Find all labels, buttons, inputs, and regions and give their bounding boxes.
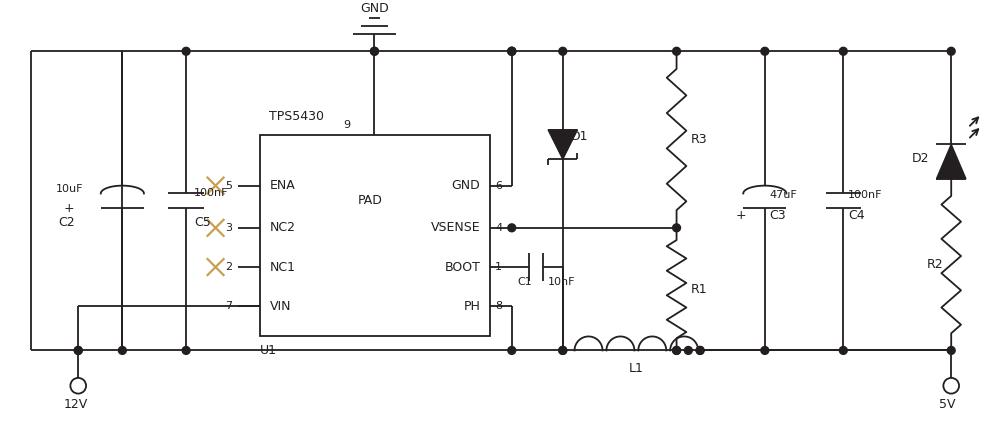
Circle shape bbox=[371, 47, 378, 55]
Text: 8: 8 bbox=[495, 301, 502, 312]
Circle shape bbox=[182, 347, 190, 354]
Text: R2: R2 bbox=[927, 258, 943, 271]
Text: C3: C3 bbox=[770, 209, 786, 222]
Text: NC1: NC1 bbox=[269, 261, 295, 274]
Circle shape bbox=[839, 47, 847, 55]
Text: R1: R1 bbox=[690, 283, 707, 295]
Circle shape bbox=[508, 347, 516, 354]
Bar bbox=[260, 135, 490, 336]
Text: 7: 7 bbox=[225, 301, 232, 312]
Circle shape bbox=[673, 224, 680, 232]
Circle shape bbox=[559, 347, 567, 354]
Text: GND: GND bbox=[360, 2, 389, 15]
Circle shape bbox=[761, 347, 769, 354]
Text: +: + bbox=[735, 209, 746, 222]
Circle shape bbox=[508, 47, 516, 55]
Text: +: + bbox=[64, 202, 74, 214]
Text: R3: R3 bbox=[690, 133, 707, 146]
Text: C1: C1 bbox=[517, 277, 532, 287]
Text: 6: 6 bbox=[495, 181, 502, 190]
Circle shape bbox=[947, 47, 955, 55]
Text: D1: D1 bbox=[571, 130, 588, 143]
Circle shape bbox=[118, 347, 126, 354]
Text: 3: 3 bbox=[225, 223, 232, 233]
Text: D2: D2 bbox=[912, 152, 929, 165]
Text: VSENSE: VSENSE bbox=[431, 221, 480, 235]
Circle shape bbox=[508, 224, 516, 232]
Text: 1: 1 bbox=[495, 262, 502, 272]
Text: BOOT: BOOT bbox=[445, 261, 480, 274]
Text: C4: C4 bbox=[848, 209, 865, 222]
Text: PH: PH bbox=[464, 300, 480, 313]
Circle shape bbox=[508, 47, 516, 55]
Text: 2: 2 bbox=[225, 262, 232, 272]
Circle shape bbox=[74, 347, 82, 354]
Circle shape bbox=[761, 47, 769, 55]
Text: ENA: ENA bbox=[269, 179, 295, 192]
Circle shape bbox=[559, 47, 567, 55]
Circle shape bbox=[74, 347, 82, 354]
Text: 100nF: 100nF bbox=[848, 190, 883, 200]
Circle shape bbox=[182, 47, 190, 55]
Text: 10uF: 10uF bbox=[56, 184, 83, 194]
Text: GND: GND bbox=[452, 179, 480, 192]
Polygon shape bbox=[936, 145, 966, 179]
Circle shape bbox=[947, 347, 955, 354]
Circle shape bbox=[559, 347, 567, 354]
Circle shape bbox=[673, 347, 680, 354]
Circle shape bbox=[696, 347, 704, 354]
Text: PAD: PAD bbox=[358, 194, 383, 207]
Text: 100nF: 100nF bbox=[194, 189, 228, 198]
Text: 10nF: 10nF bbox=[548, 277, 576, 287]
Text: C2: C2 bbox=[59, 216, 75, 230]
Circle shape bbox=[696, 347, 704, 354]
Text: 5: 5 bbox=[225, 181, 232, 190]
Circle shape bbox=[371, 47, 378, 55]
Text: 5V: 5V bbox=[939, 398, 956, 411]
Circle shape bbox=[839, 347, 847, 354]
Text: 4: 4 bbox=[495, 223, 502, 233]
Circle shape bbox=[673, 347, 680, 354]
Text: L1: L1 bbox=[629, 362, 644, 375]
Text: C5: C5 bbox=[194, 216, 211, 230]
Text: VIN: VIN bbox=[269, 300, 291, 313]
Text: U1: U1 bbox=[260, 344, 277, 357]
Text: 12V: 12V bbox=[64, 398, 88, 411]
Circle shape bbox=[673, 47, 680, 55]
Polygon shape bbox=[548, 130, 577, 159]
Circle shape bbox=[684, 347, 692, 354]
Circle shape bbox=[508, 47, 516, 55]
Text: TPS5430: TPS5430 bbox=[269, 110, 324, 123]
Text: 47uF: 47uF bbox=[770, 190, 797, 200]
Text: 9: 9 bbox=[343, 120, 350, 130]
Text: NC2: NC2 bbox=[269, 221, 295, 235]
